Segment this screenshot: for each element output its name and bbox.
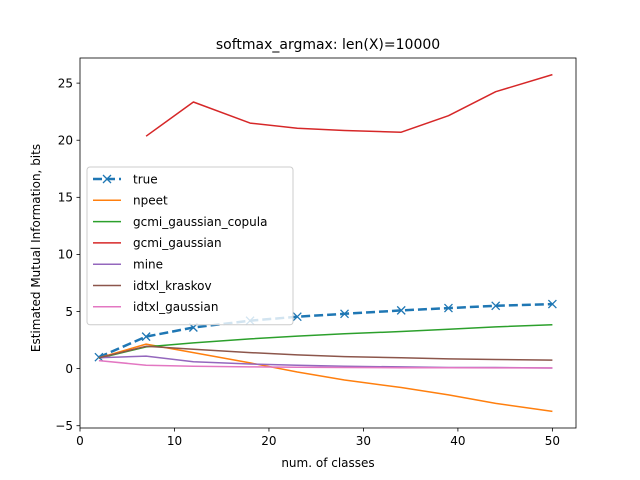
- data-point: [443, 303, 453, 313]
- x-tick-label: 30: [356, 434, 371, 448]
- data-point: [491, 301, 501, 311]
- legend-marker: [102, 174, 112, 184]
- x-tick-label: 0: [76, 434, 84, 448]
- x-tick-label: 40: [450, 434, 465, 448]
- legend-label: gcmi_gaussian: [133, 236, 222, 250]
- y-tick-label: 0: [65, 362, 73, 376]
- legend-label: gcmi_gaussian_copula: [133, 215, 267, 229]
- y-tick-label: 5: [65, 305, 73, 319]
- x-tick-label: 10: [167, 434, 182, 448]
- x-axis-label: num. of classes: [281, 456, 374, 470]
- plot-layer: [94, 73, 557, 413]
- legend-label: mine: [133, 258, 163, 272]
- data-point: [547, 299, 557, 309]
- y-tick-label: −5: [55, 419, 73, 433]
- series-line-gcmi-gaussian: [145, 73, 553, 137]
- series-line-idtxl-kraskov: [98, 345, 553, 361]
- x-tick-label: 20: [261, 434, 276, 448]
- x-tick-label: 50: [545, 434, 560, 448]
- series-line-gcmi-gaussian-copula: [98, 323, 553, 360]
- data-point: [141, 332, 151, 342]
- data-point: [292, 312, 302, 322]
- plot-frame: [79, 57, 577, 429]
- y-axis-label: Estimated Mutual Information, bits: [29, 144, 43, 352]
- y-tick-label: 15: [58, 191, 73, 205]
- legend-label: true: [133, 172, 158, 186]
- y-tick-label: 20: [58, 134, 73, 148]
- y-tick-label: 25: [58, 76, 73, 90]
- legend-box: [86, 166, 294, 326]
- series-line-idtxl-gaussian: [98, 359, 553, 369]
- legend-label: npeet: [133, 194, 168, 208]
- y-tick-label: 10: [58, 248, 73, 262]
- legend: true npeet gcmi_gaussian_copula gcmi_gaussi…: [86, 166, 294, 326]
- data-point: [396, 305, 406, 315]
- data-point: [340, 309, 349, 319]
- legend-label: idtxl_kraskov: [133, 279, 212, 293]
- series-line-true: [98, 302, 553, 359]
- legend-label: idtxl_gaussian: [133, 300, 218, 314]
- chart-title: softmax_argmax: len(X)=10000: [216, 37, 440, 53]
